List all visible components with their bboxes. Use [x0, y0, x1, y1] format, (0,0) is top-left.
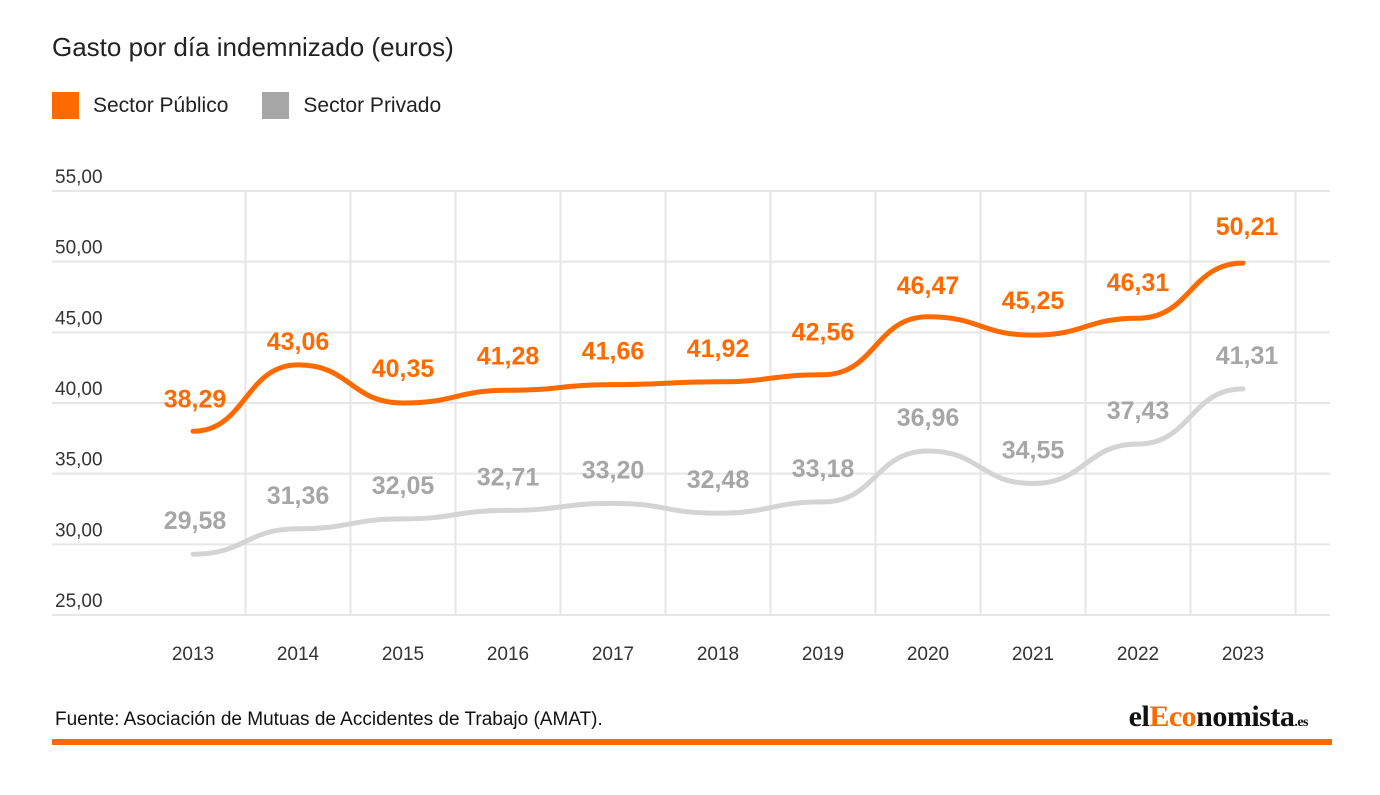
data-label: 41,31: [1216, 342, 1279, 370]
legend-item-publico: Sector Público: [52, 92, 228, 119]
legend-swatch-publico: [52, 92, 79, 119]
x-tick-label: 2021: [1012, 644, 1054, 665]
data-label: 45,25: [1002, 287, 1065, 315]
data-label: 37,43: [1107, 397, 1170, 425]
data-label: 46,47: [897, 272, 960, 300]
x-tick-label: 2023: [1222, 644, 1264, 665]
data-label: 38,29: [164, 385, 227, 413]
legend: Sector Público Sector Privado: [52, 92, 475, 119]
data-label: 50,21: [1216, 213, 1279, 241]
data-label: 40,35: [372, 355, 435, 383]
y-tick-label: 25,00: [55, 591, 103, 612]
data-label: 33,20: [582, 456, 645, 484]
data-label: 31,36: [267, 482, 330, 510]
x-tick-label: 2018: [697, 644, 739, 665]
y-tick-label: 40,00: [55, 379, 103, 400]
data-label: 46,31: [1107, 269, 1170, 297]
legend-label-publico: Sector Público: [93, 93, 229, 117]
x-tick-label: 2015: [382, 644, 424, 665]
data-label: 41,28: [477, 342, 540, 370]
legend-item-privado: Sector Privado: [262, 92, 441, 119]
x-tick-label: 2017: [592, 644, 634, 665]
data-label: 36,96: [897, 404, 960, 432]
series-line-publico: [190, 260, 1246, 434]
x-tick-label: 2019: [802, 644, 844, 665]
y-tick-label: 55,00: [55, 167, 103, 188]
data-label: 32,05: [372, 472, 435, 500]
series-line-privado: [190, 386, 1246, 557]
chart-title: Gasto por día indemnizado (euros): [52, 32, 454, 62]
data-label: 42,56: [792, 319, 855, 347]
data-label: 43,06: [267, 328, 330, 356]
data-label: 41,92: [687, 335, 750, 363]
y-tick-label: 30,00: [55, 520, 103, 541]
bottom-rule: [52, 739, 1332, 745]
data-label: 32,48: [687, 466, 750, 494]
data-label: 29,58: [164, 507, 227, 535]
legend-label-privado: Sector Privado: [303, 93, 442, 117]
x-tick-label: 2014: [277, 644, 320, 665]
source-note: Fuente: Asociación de Mutuas de Accident…: [55, 709, 603, 730]
data-label: 41,66: [582, 338, 645, 366]
x-tick-label: 2016: [487, 644, 529, 665]
y-tick-label: 45,00: [55, 308, 103, 329]
brand-logo: elEconomista.es: [1128, 700, 1309, 733]
legend-swatch-privado: [262, 92, 290, 119]
y-tick-label: 50,00: [55, 238, 103, 259]
y-tick-label: 35,00: [55, 450, 103, 471]
x-tick-label: 2013: [172, 644, 214, 665]
x-tick-label: 2022: [1117, 644, 1159, 665]
data-label: 34,55: [1002, 437, 1065, 465]
data-label: 33,18: [792, 455, 855, 483]
data-label: 32,71: [477, 463, 540, 491]
x-tick-label: 2020: [907, 644, 949, 665]
